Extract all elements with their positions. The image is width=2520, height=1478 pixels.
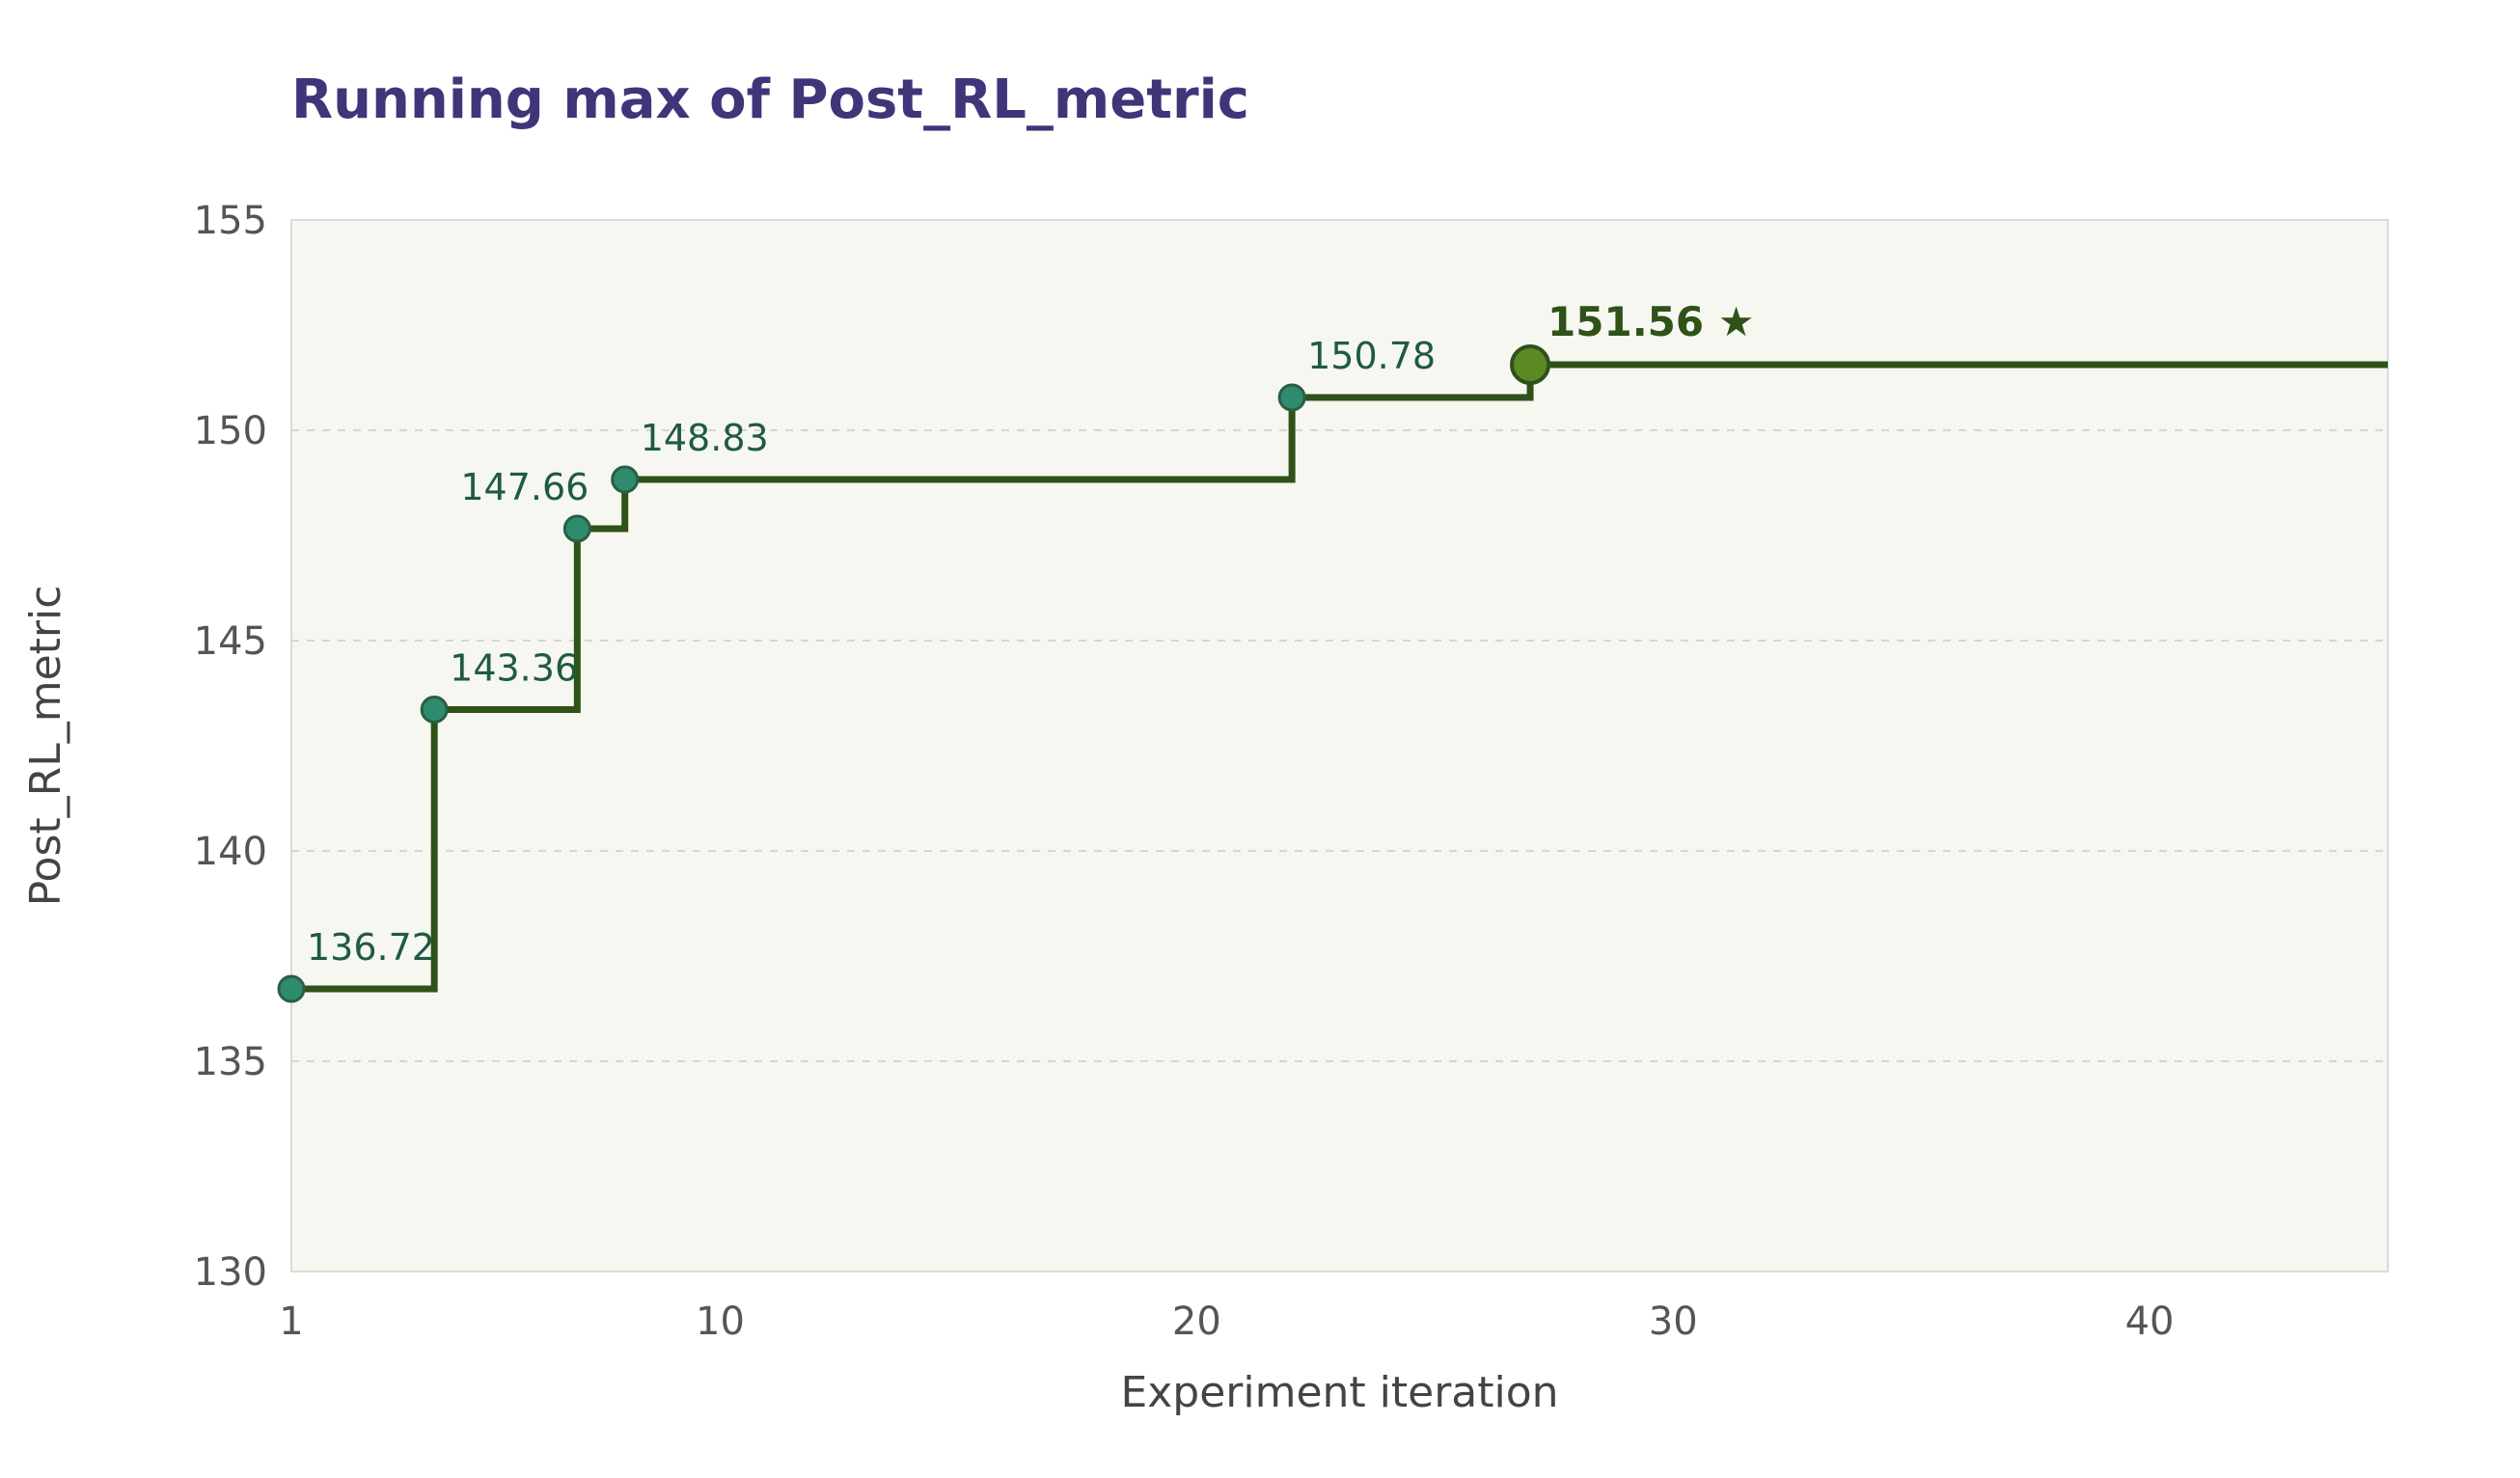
best-point-label: 151.56 ★ xyxy=(1548,298,1754,345)
data-point xyxy=(420,696,449,725)
data-label: 148.83 xyxy=(641,417,769,459)
best-point xyxy=(1510,343,1551,385)
best-point-group: 151.56 ★ xyxy=(1510,298,1754,385)
y-axis-ticks: 130 135 140 145 150 155 xyxy=(194,199,267,1295)
x-axis-ticks: 1 10 20 30 40 xyxy=(279,1300,2174,1344)
data-label: 143.36 xyxy=(450,647,578,690)
y-tick-label: 140 xyxy=(194,830,267,874)
x-tick-label: 20 xyxy=(1172,1300,1221,1344)
plot-area xyxy=(290,219,2389,1273)
data-label: 150.78 xyxy=(1307,335,1436,377)
y-tick-label: 155 xyxy=(194,199,267,243)
x-tick-label: 30 xyxy=(1649,1300,1698,1344)
running-max-line xyxy=(291,361,2388,993)
y-tick-label: 150 xyxy=(194,409,267,453)
y-tick-label: 145 xyxy=(194,619,267,664)
data-points xyxy=(277,383,1306,1003)
y-tick-label: 135 xyxy=(194,1040,267,1084)
data-label: 136.72 xyxy=(307,926,435,969)
x-tick-label: 1 xyxy=(279,1300,303,1344)
y-tick-label: 130 xyxy=(194,1250,267,1295)
data-point xyxy=(277,974,306,1003)
x-axis-label: Experiment iteration xyxy=(1120,1368,1558,1417)
data-point xyxy=(611,465,640,494)
data-point xyxy=(562,514,591,543)
data-point xyxy=(1277,383,1306,412)
chart-title: Running max of Post_RL_metric xyxy=(291,68,1249,131)
x-tick-label: 10 xyxy=(696,1300,745,1344)
grid-lines xyxy=(291,429,2388,1062)
data-label: 147.66 xyxy=(460,466,589,508)
data-labels: 136.72 143.36 147.66 148.83 150.78 xyxy=(307,335,1436,969)
y-axis-label: Post_RL_metric xyxy=(21,586,70,907)
x-tick-label: 40 xyxy=(2125,1300,2175,1344)
